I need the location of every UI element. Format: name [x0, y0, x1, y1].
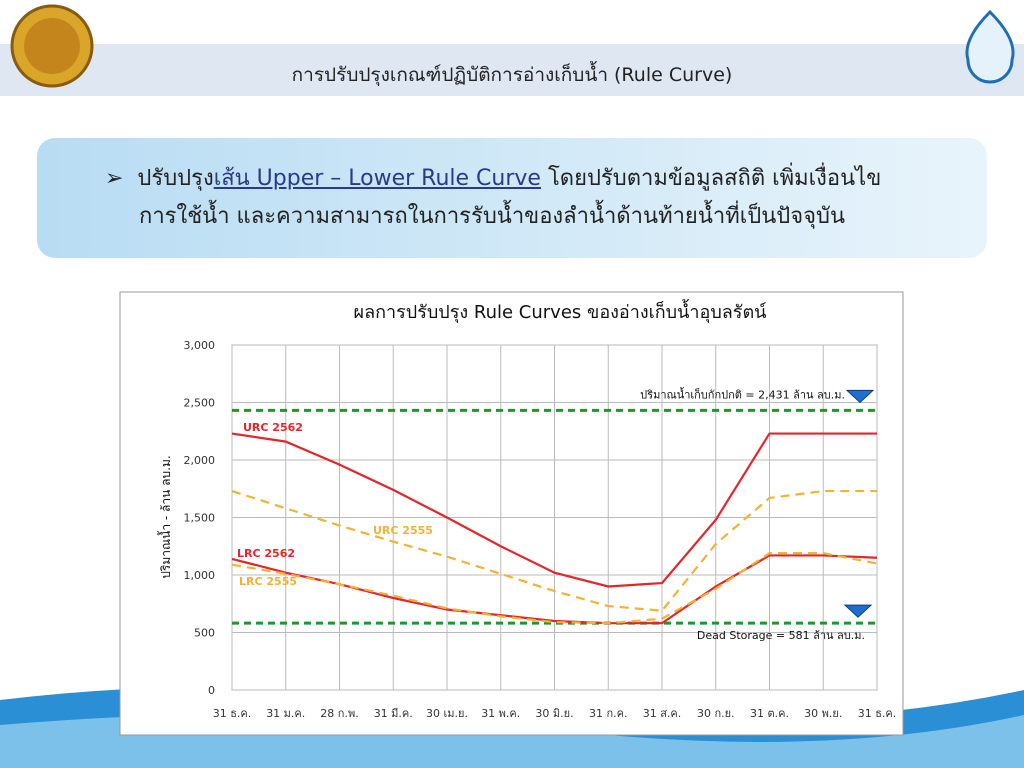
series-label: URC 2562	[243, 421, 303, 434]
bullet-box	[37, 138, 987, 258]
marker-icon	[843, 604, 873, 618]
y-tick-label: 2,000	[184, 454, 216, 467]
x-tick-label: 31 ต.ค.	[750, 707, 789, 720]
logo	[24, 18, 80, 74]
y-tick-label: 2,500	[184, 397, 216, 410]
text: ปรับปรุง	[137, 166, 214, 191]
text: การใช้น้ำ และความสามารถในการรับน้ำของลำน…	[139, 204, 845, 229]
header-title: การปรับปรุงเกณฑ์ปฏิบัติการอ่างเก็บน้ำ (R…	[291, 64, 733, 86]
y-tick-label: 500	[194, 627, 215, 640]
series-line	[231, 552, 878, 625]
y-axis-label: ปริมาณน้ำ - ล้าน ลบ.ม.	[157, 455, 173, 578]
x-tick-label: 31 ส.ค.	[643, 707, 682, 720]
x-tick-label: 31 ธ.ค.	[858, 707, 897, 720]
x-tick-label: 30 พ.ย.	[804, 707, 842, 720]
y-tick-label: 3,000	[184, 339, 216, 352]
series-label: URC 2555	[373, 524, 433, 537]
marker-icon	[845, 389, 875, 404]
x-tick-label: 30 ก.ย.	[697, 707, 735, 720]
x-tick-label: 31 ม.ค.	[266, 707, 305, 720]
series-line	[231, 489, 877, 612]
reference-label: ปริมาณน้ำเก็บกักปกติ = 2,431 ล้าน ลบ.ม.	[640, 386, 845, 401]
series-label: LRC 2555	[239, 575, 297, 588]
chart-title: ผลการปรับปรุง Rule Curves ของอ่างเก็บน้ำ…	[354, 299, 767, 323]
y-tick-label: 0	[208, 684, 215, 697]
x-tick-label: 31 มี.ค.	[374, 707, 413, 720]
logo	[965, 9, 1015, 84]
y-tick-label: 1,500	[184, 512, 216, 525]
x-tick-label: 31 ก.ค.	[589, 707, 628, 720]
text: เส้น Upper – Lower Rule Curve	[213, 166, 541, 191]
header-band	[0, 44, 1024, 96]
x-tick-label: 30 เม.ย.	[426, 707, 468, 720]
x-tick-label: 31 ธ.ค.	[213, 707, 252, 720]
x-tick-label: 31 พ.ค.	[481, 707, 520, 720]
bullet-text: ➢ ปรับปรุงเส้น Upper – Lower Rule Curve …	[105, 166, 882, 229]
text: โดยปรับตามข้อมูลสถิติ เพิ่มเงื่อนไข	[547, 166, 882, 191]
y-tick-label: 1,000	[184, 569, 216, 582]
x-tick-label: 28 ก.พ.	[320, 707, 358, 720]
series-line	[231, 432, 877, 588]
series-label: LRC 2562	[237, 547, 295, 560]
x-tick-label: 30 มิ.ย.	[535, 707, 573, 720]
reference-label: Dead Storage = 581 ล้าน ลบ.ม.	[697, 629, 865, 642]
